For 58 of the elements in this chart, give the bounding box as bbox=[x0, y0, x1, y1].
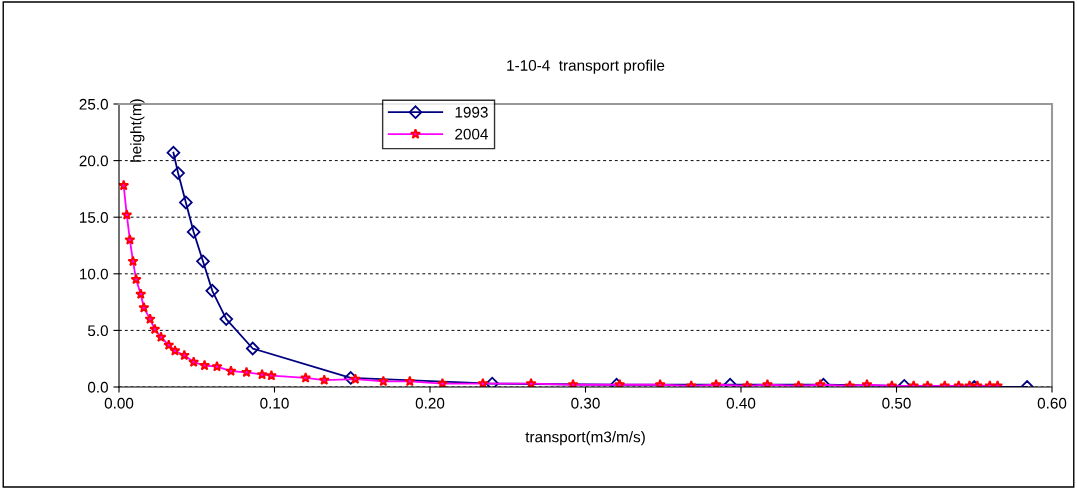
point bbox=[205, 283, 220, 298]
point bbox=[225, 365, 237, 376]
y-tick-label: 20.0 bbox=[79, 155, 108, 167]
x-tick-label: 0.20 bbox=[415, 397, 445, 409]
point bbox=[135, 288, 147, 300]
point bbox=[169, 345, 181, 356]
point bbox=[761, 378, 773, 387]
point bbox=[477, 377, 489, 387]
point bbox=[186, 225, 201, 239]
point bbox=[127, 255, 139, 267]
point bbox=[124, 234, 136, 245]
point bbox=[121, 209, 133, 220]
point bbox=[179, 195, 193, 210]
y-tick-label: 25.0 bbox=[79, 98, 108, 110]
point bbox=[485, 376, 499, 387]
point bbox=[525, 377, 537, 387]
x-tick-label: 0.40 bbox=[726, 397, 756, 409]
point bbox=[163, 339, 175, 350]
x-tick-label: 0.60 bbox=[1037, 397, 1067, 409]
point bbox=[265, 369, 277, 381]
point bbox=[256, 368, 268, 380]
point bbox=[166, 145, 181, 160]
y-tick-label: 15.0 bbox=[80, 212, 108, 223]
point bbox=[436, 377, 448, 387]
point bbox=[240, 366, 253, 378]
point bbox=[377, 375, 389, 387]
x-tick-label: 0.30 bbox=[571, 397, 600, 409]
point bbox=[188, 356, 200, 367]
point bbox=[119, 179, 130, 191]
point bbox=[144, 313, 156, 324]
y-axis-title: height(m) bbox=[130, 99, 145, 162]
point bbox=[245, 341, 260, 356]
point bbox=[349, 373, 361, 384]
x-tick-label: 0.10 bbox=[260, 397, 289, 409]
point bbox=[196, 254, 210, 269]
point bbox=[130, 273, 142, 285]
point bbox=[155, 331, 167, 343]
point bbox=[171, 166, 185, 180]
y-tick-label: 5.0 bbox=[87, 325, 108, 337]
point bbox=[211, 360, 223, 372]
point bbox=[198, 359, 211, 371]
y-tick-label: 0.0 bbox=[87, 381, 108, 393]
point bbox=[318, 374, 330, 386]
point bbox=[654, 378, 666, 387]
legend-label: 1993 bbox=[455, 106, 488, 118]
x-tick-label: 0.50 bbox=[882, 397, 911, 409]
legend-label: 2004 bbox=[455, 128, 488, 140]
x-tick-label: 0.00 bbox=[104, 397, 134, 409]
point bbox=[404, 375, 416, 387]
point bbox=[300, 372, 312, 383]
point bbox=[178, 349, 190, 361]
point bbox=[149, 323, 161, 335]
x-axis-title: transport(m3/m/s) bbox=[525, 431, 645, 446]
chart-title: 1-10-4 transport profile bbox=[507, 59, 665, 74]
point bbox=[138, 301, 150, 313]
point bbox=[710, 378, 722, 387]
y-tick-label: 10.0 bbox=[80, 268, 108, 280]
point bbox=[219, 312, 234, 326]
